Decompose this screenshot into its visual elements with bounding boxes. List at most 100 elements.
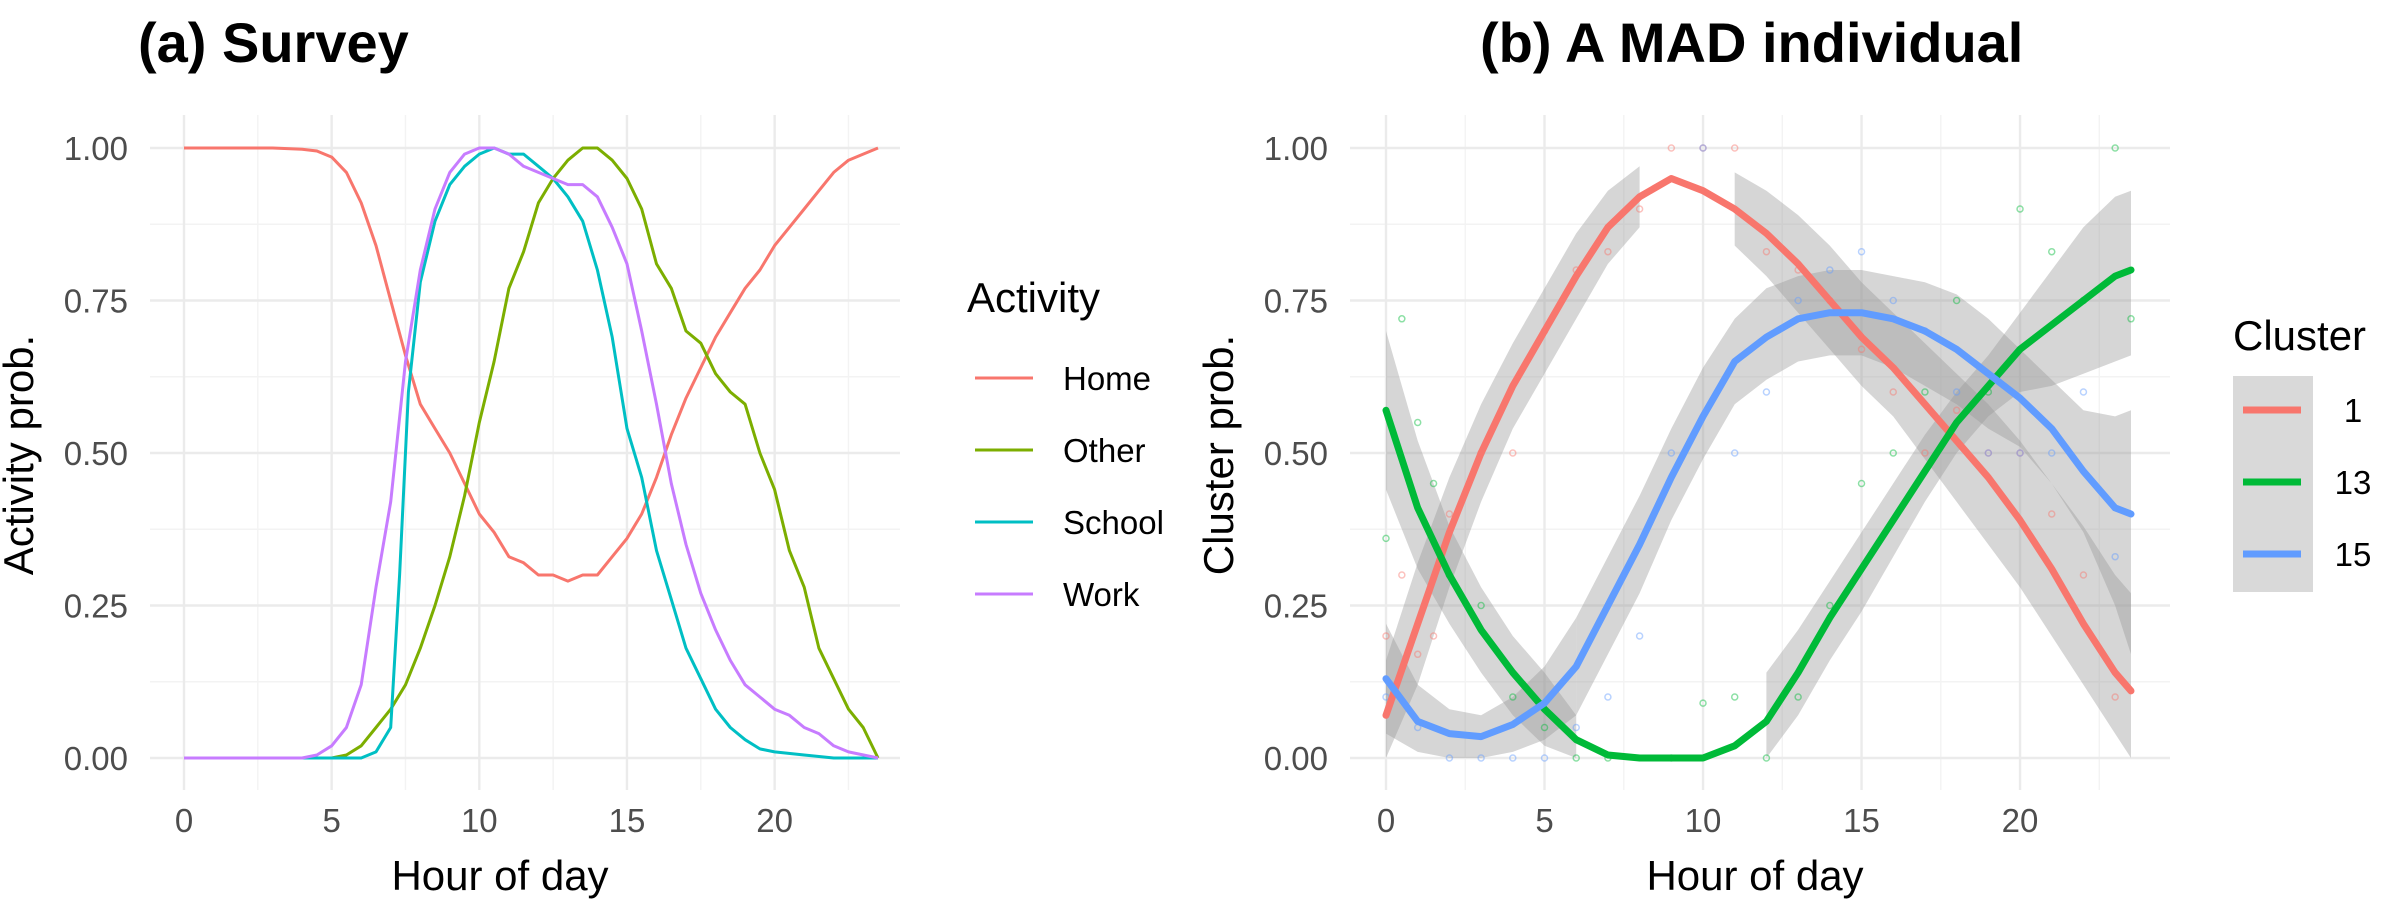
raw-point-cluster-13 (2111, 144, 2119, 152)
raw-point-cluster-15 (1857, 247, 1866, 256)
raw-point-cluster-1 (2079, 571, 2088, 579)
x-tick-label: 10 (1685, 802, 1722, 839)
raw-point-cluster-15 (1445, 754, 1454, 762)
legend-label-other: Other (1063, 432, 1146, 469)
y-tick-label: 0.00 (64, 740, 128, 777)
series-line-other (184, 146, 880, 760)
raw-point-cluster-13 (1413, 418, 1422, 427)
panel-b-title: (b) A MAD individual (1480, 11, 2023, 74)
legend-label-cluster-1: 1 (2344, 392, 2362, 429)
legend-label-work: Work (1063, 576, 1140, 613)
raw-point-cluster-15 (1477, 754, 1485, 762)
raw-point-cluster-1 (2047, 510, 2056, 518)
raw-point-cluster-1 (1413, 650, 1422, 659)
y-tick-label: 1.00 (64, 130, 128, 167)
panel-a-x-axis-title: Hour of day (391, 852, 608, 899)
fit-line-cluster-13 (1382, 266, 2135, 762)
panel-b-y-axis-title: Cluster prob. (1195, 335, 1242, 575)
panel-a-x-ticks: 0 5 10 15 20 (175, 802, 793, 839)
raw-point-cluster-1 (1889, 388, 1897, 396)
legend-label-cluster-15: 15 (2335, 536, 2372, 573)
legend-cluster: Cluster 1 13 15 (2233, 312, 2371, 592)
raw-point-cluster-15 (1826, 266, 1834, 274)
raw-point-cluster-15 (1984, 449, 1993, 457)
panel-b-raw-points (1382, 144, 2135, 762)
panel-b-series (1382, 175, 2135, 762)
raw-point-cluster-13 (1477, 601, 1485, 610)
raw-point-cluster-15 (2111, 552, 2119, 561)
raw-point-cluster-1 (1382, 632, 1390, 640)
panel-a-grid (150, 115, 900, 790)
raw-point-cluster-13 (1826, 601, 1834, 610)
legend-cluster-items: 1 13 15 (2233, 376, 2371, 592)
raw-point-cluster-13 (1889, 449, 1897, 457)
raw-point-cluster-1 (1762, 247, 1771, 256)
legend-label-home: Home (1063, 360, 1151, 397)
panel-a-title: (a) Survey (138, 11, 409, 74)
legend-activity-title: Activity (967, 274, 1100, 321)
panel-a-series (184, 146, 880, 760)
y-tick-label: 0.00 (1264, 740, 1328, 777)
fit-line-cluster-15 (1382, 309, 2135, 741)
y-tick-label: 0.25 (64, 588, 128, 625)
raw-point-cluster-1 (1921, 449, 1929, 457)
x-tick-label: 20 (756, 802, 793, 839)
panel-b-x-ticks: 0 5 10 15 20 (1377, 802, 2039, 839)
raw-point-cluster-13 (2016, 205, 2024, 213)
raw-point-cluster-1 (1667, 144, 1676, 152)
y-tick-label: 0.50 (1264, 435, 1328, 472)
raw-point-cluster-13 (1730, 693, 1739, 701)
raw-point-cluster-1 (1984, 449, 1993, 457)
raw-point-cluster-13 (1952, 296, 1961, 305)
confidence-band-cluster-1 (1386, 166, 1640, 759)
panel-b: (b) A MAD individual 0.00 0.25 0.50 0.75 1.0… (1195, 11, 2170, 899)
raw-point-cluster-13 (1398, 315, 1406, 323)
raw-point-cluster-13 (1699, 699, 1707, 707)
raw-point-cluster-15 (1952, 388, 1961, 396)
raw-point-cluster-15 (1604, 693, 1612, 701)
raw-point-cluster-15 (1730, 449, 1739, 457)
raw-point-cluster-1 (2016, 449, 2024, 457)
raw-point-cluster-15 (1762, 388, 1771, 396)
raw-point-cluster-15 (2079, 388, 2088, 396)
legend-activity-items: Home Other School Work (975, 360, 1164, 613)
legend-activity: Activity Home Other School Work (967, 274, 1164, 613)
raw-point-cluster-15 (1889, 296, 1897, 305)
raw-point-cluster-13 (1540, 723, 1549, 732)
panel-b-x-axis-title: Hour of day (1646, 852, 1863, 899)
series-line-school (184, 146, 878, 760)
raw-point-cluster-15 (2047, 449, 2056, 457)
raw-point-cluster-15 (1635, 632, 1644, 640)
raw-point-cluster-13 (1382, 534, 1390, 543)
series-line-home (184, 146, 879, 583)
raw-point-cluster-13 (1572, 754, 1580, 762)
raw-point-cluster-13 (1762, 754, 1771, 762)
legend-label-cluster-13: 13 (2335, 464, 2372, 501)
legend-cluster-title: Cluster (2233, 312, 2366, 359)
raw-point-cluster-13 (2047, 247, 2056, 256)
y-tick-label: 0.50 (64, 435, 128, 472)
raw-point-cluster-13 (1509, 693, 1517, 701)
y-tick-label: 1.00 (1264, 130, 1328, 167)
raw-point-cluster-13 (1857, 479, 1866, 488)
x-tick-label: 10 (461, 802, 498, 839)
x-tick-label: 15 (609, 802, 646, 839)
y-tick-label: 0.25 (1264, 588, 1328, 625)
panel-a-y-ticks: 0.00 0.25 0.50 0.75 1.00 (64, 130, 128, 777)
x-tick-label: 0 (1377, 802, 1395, 839)
series-line-work (184, 146, 879, 760)
raw-point-cluster-1 (1509, 449, 1517, 457)
raw-point-cluster-13 (1794, 693, 1802, 701)
panel-a-y-axis-title: Activity prob. (0, 335, 42, 575)
raw-point-cluster-1 (1635, 205, 1644, 213)
y-tick-label: 0.75 (64, 283, 128, 320)
raw-point-cluster-1 (1398, 571, 1406, 579)
raw-point-cluster-15 (1667, 449, 1676, 457)
x-tick-label: 5 (322, 802, 340, 839)
raw-point-cluster-15 (1794, 296, 1802, 305)
fit-line-cluster-1 (1382, 175, 2135, 719)
legend-label-school: School (1063, 504, 1164, 541)
raw-point-cluster-15 (1699, 144, 1707, 152)
x-tick-label: 20 (2002, 802, 2039, 839)
